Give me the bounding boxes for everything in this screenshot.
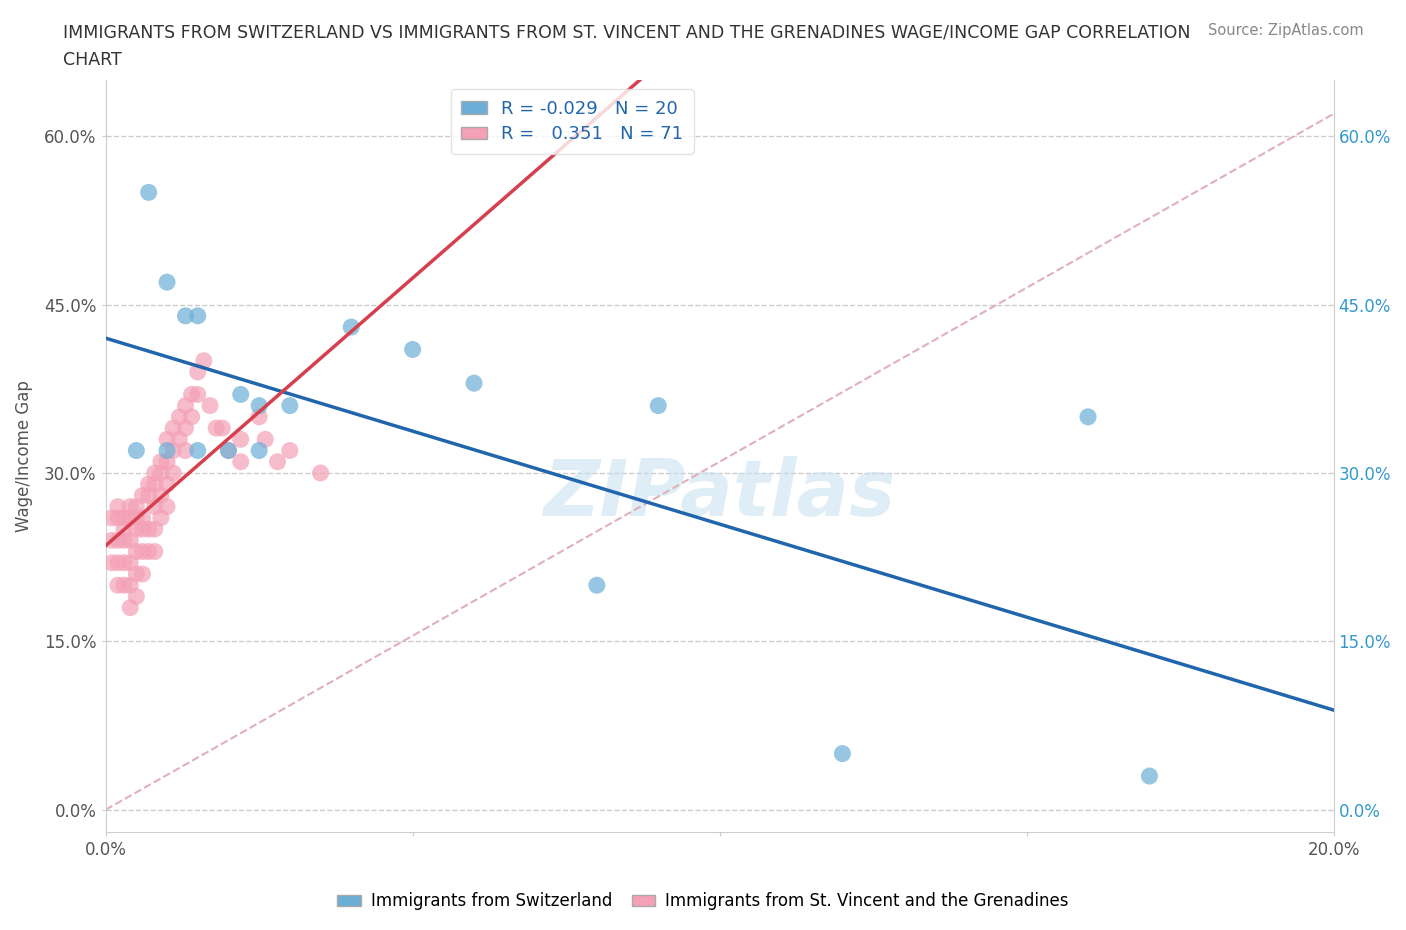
Point [156, 477, 179, 492]
Point [138, 185, 160, 200]
Point [120, 578, 142, 592]
Point [309, 466, 332, 481]
Point [125, 566, 148, 581]
Point [125, 499, 148, 514]
Point [174, 443, 197, 458]
Point [187, 309, 209, 324]
Point [138, 488, 160, 503]
Point [112, 578, 135, 592]
Point [143, 477, 166, 492]
Point [247, 409, 270, 424]
Point [120, 555, 142, 570]
Point [112, 555, 135, 570]
Point [101, 533, 124, 548]
Point [162, 443, 184, 458]
Point [131, 566, 153, 581]
Point [125, 589, 148, 604]
Point [125, 511, 148, 525]
Point [1139, 768, 1161, 783]
Point [198, 398, 221, 413]
Point [143, 544, 166, 559]
Point [169, 432, 191, 446]
Point [278, 443, 301, 458]
Point [585, 578, 607, 592]
Text: CHART: CHART [63, 51, 122, 69]
Point [401, 342, 423, 357]
Point [187, 443, 209, 458]
Point [138, 477, 160, 492]
Point [229, 387, 252, 402]
Point [101, 511, 124, 525]
Point [217, 443, 239, 458]
Point [107, 533, 129, 548]
Point [131, 488, 153, 503]
Point [174, 420, 197, 435]
Point [120, 499, 142, 514]
Point [193, 353, 215, 368]
Point [831, 746, 853, 761]
Point [125, 544, 148, 559]
Point [647, 398, 669, 413]
Point [278, 398, 301, 413]
Point [143, 522, 166, 537]
Point [229, 455, 252, 470]
Text: Source: ZipAtlas.com: Source: ZipAtlas.com [1208, 23, 1364, 38]
Point [266, 455, 288, 470]
Point [217, 443, 239, 458]
Point [149, 455, 172, 470]
Point [169, 409, 191, 424]
Point [131, 511, 153, 525]
Point [247, 398, 270, 413]
Point [107, 578, 129, 592]
Point [112, 511, 135, 525]
Point [180, 409, 202, 424]
Point [174, 309, 197, 324]
Point [138, 544, 160, 559]
Text: ZIPatlas: ZIPatlas [544, 456, 896, 532]
Point [138, 522, 160, 537]
Point [112, 522, 135, 537]
Point [1077, 409, 1099, 424]
Point [340, 320, 363, 335]
Point [125, 522, 148, 537]
Point [162, 420, 184, 435]
Point [107, 511, 129, 525]
Point [131, 544, 153, 559]
Point [174, 398, 197, 413]
Point [149, 466, 172, 481]
Point [149, 511, 172, 525]
Point [107, 555, 129, 570]
Point [254, 432, 277, 446]
Point [101, 555, 124, 570]
Point [112, 533, 135, 548]
Point [120, 533, 142, 548]
Point [156, 432, 179, 446]
Y-axis label: Wage/Income Gap: Wage/Income Gap [15, 380, 32, 532]
Point [463, 376, 485, 391]
Point [156, 274, 179, 289]
Point [156, 455, 179, 470]
Legend: Immigrants from Switzerland, Immigrants from St. Vincent and the Grenadines: Immigrants from Switzerland, Immigrants … [330, 885, 1076, 917]
Point [211, 420, 233, 435]
Point [149, 488, 172, 503]
Point [187, 387, 209, 402]
Point [187, 365, 209, 379]
Point [107, 499, 129, 514]
Point [120, 511, 142, 525]
Point [205, 420, 228, 435]
Point [125, 443, 148, 458]
Legend: R = -0.029   N = 20, R =   0.351   N = 71: R = -0.029 N = 20, R = 0.351 N = 71 [450, 89, 695, 154]
Point [156, 443, 179, 458]
Point [143, 499, 166, 514]
Point [180, 387, 202, 402]
Point [229, 432, 252, 446]
Text: IMMIGRANTS FROM SWITZERLAND VS IMMIGRANTS FROM ST. VINCENT AND THE GRENADINES WA: IMMIGRANTS FROM SWITZERLAND VS IMMIGRANT… [63, 23, 1191, 41]
Point [162, 466, 184, 481]
Point [156, 499, 179, 514]
Point [143, 466, 166, 481]
Point [247, 443, 270, 458]
Point [120, 600, 142, 615]
Point [131, 522, 153, 537]
